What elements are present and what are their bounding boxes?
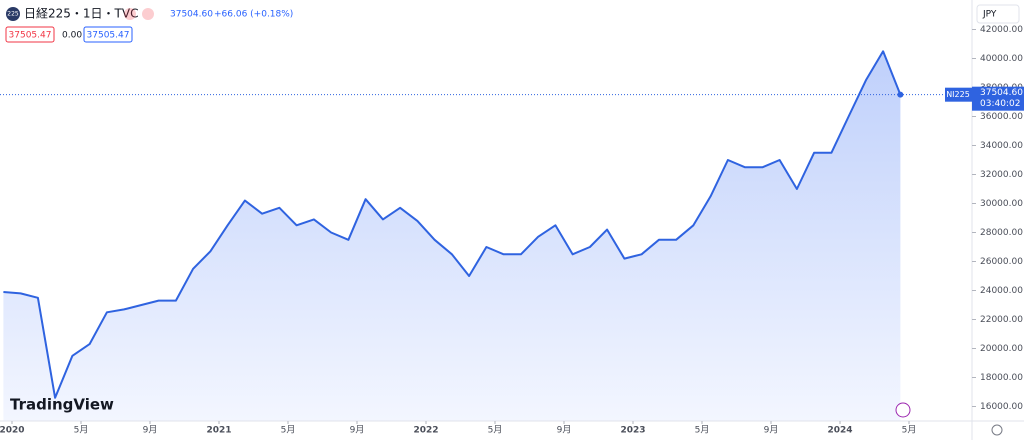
x-tick-label: 5月 bbox=[281, 425, 296, 436]
y-tick-label: 22000.00 bbox=[980, 315, 1023, 325]
symbol-icon bbox=[6, 7, 20, 21]
x-tick-label: 2023 bbox=[620, 426, 645, 436]
currency: JPY bbox=[982, 10, 997, 20]
ask-box[interactable] bbox=[83, 26, 133, 43]
symbol-name: 日経225・1日・TVC bbox=[24, 7, 138, 21]
price-tag bbox=[972, 86, 1024, 111]
last-point bbox=[897, 91, 904, 98]
x-tick-label: 5月 bbox=[695, 425, 710, 436]
y-tick-label: 26000.00 bbox=[980, 257, 1023, 267]
area-fill bbox=[3, 51, 901, 422]
bid-box[interactable] bbox=[5, 26, 55, 43]
bid: 37505.47 bbox=[9, 31, 52, 41]
price-tag-label: 37504.60 bbox=[980, 88, 1023, 98]
price-line bbox=[3, 50, 902, 399]
y-tick-label: 20000.00 bbox=[980, 344, 1023, 354]
y-tick-label: 34000.00 bbox=[980, 141, 1023, 151]
status-icon bbox=[142, 8, 154, 20]
events-icon[interactable] bbox=[895, 402, 911, 418]
x-tick-label: 2024 bbox=[827, 426, 852, 436]
status-icon bbox=[124, 8, 136, 20]
y-tick-label: 42000.00 bbox=[980, 25, 1023, 35]
ask: 37505.47 bbox=[87, 31, 130, 41]
ticker-tag bbox=[945, 87, 972, 102]
countdown: 03:40:02 bbox=[980, 99, 1020, 109]
plot-area bbox=[3, 50, 902, 422]
y-tick-label: 24000.00 bbox=[980, 286, 1023, 296]
x-tick-label: 2022 bbox=[413, 426, 438, 436]
x-tick-label: 5月 bbox=[902, 425, 917, 436]
last-price: 37504.60 bbox=[170, 10, 213, 20]
x-tick-label: 5月 bbox=[488, 425, 503, 436]
x-tick-label: 9月 bbox=[557, 425, 572, 436]
spread: 0.00 bbox=[62, 31, 82, 41]
x-tick-label: 2021 bbox=[206, 426, 231, 436]
y-tick-label: 36000.00 bbox=[980, 112, 1023, 122]
x-tick-label: 5月 bbox=[74, 425, 89, 436]
y-tick-label: 18000.00 bbox=[980, 373, 1023, 383]
x-tick-label: 9月 bbox=[143, 425, 158, 436]
x-tick-label: 2020 bbox=[0, 426, 25, 436]
currency-button[interactable] bbox=[976, 4, 1020, 24]
y-tick-label: 16000.00 bbox=[980, 402, 1023, 412]
y-tick-label: 30000.00 bbox=[980, 199, 1023, 209]
brand: TradingView bbox=[10, 396, 114, 414]
y-tick-label: 32000.00 bbox=[980, 170, 1023, 180]
x-tick-label: 9月 bbox=[764, 425, 779, 436]
x-tick-label: 9月 bbox=[350, 425, 365, 436]
y-tick-label: 40000.00 bbox=[980, 54, 1023, 64]
y-tick-label: 28000.00 bbox=[980, 228, 1023, 238]
symbol-icon-text: 225 bbox=[7, 11, 19, 18]
ticker: NI225 bbox=[946, 90, 970, 99]
price-change: +66.06 (+0.18%) bbox=[214, 10, 293, 20]
settings-icon[interactable] bbox=[991, 424, 1003, 436]
